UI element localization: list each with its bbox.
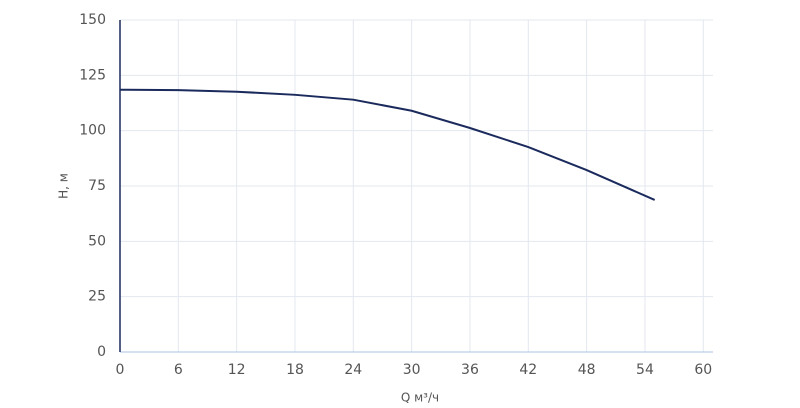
- y-tick-label: 100: [79, 123, 106, 139]
- y-tick-label: 50: [88, 233, 106, 249]
- x-tick-label: 24: [344, 362, 362, 378]
- x-axis-label: Q м³/ч: [401, 391, 439, 405]
- data-line: [119, 88, 656, 201]
- y-axis-label: H, м: [57, 173, 71, 199]
- x-tick-label: 42: [519, 362, 537, 378]
- x-tick-label: 12: [228, 362, 246, 378]
- x-tick-label: 0: [116, 362, 125, 378]
- y-tick-label: 150: [79, 12, 106, 28]
- x-tick-label: 6: [174, 362, 183, 378]
- x-tick-label: 48: [578, 362, 596, 378]
- y-tick-label: 75: [88, 178, 106, 194]
- y-tick-label: 25: [88, 289, 106, 305]
- x-tick-label: 30: [403, 362, 421, 378]
- x-tick-label: 54: [636, 362, 654, 378]
- x-tick-label: 18: [286, 362, 304, 378]
- x-tick-label: 60: [694, 362, 712, 378]
- x-tick-label: 36: [461, 362, 479, 378]
- y-tick-label: 125: [79, 67, 106, 83]
- y-tick-label: 0: [97, 344, 106, 360]
